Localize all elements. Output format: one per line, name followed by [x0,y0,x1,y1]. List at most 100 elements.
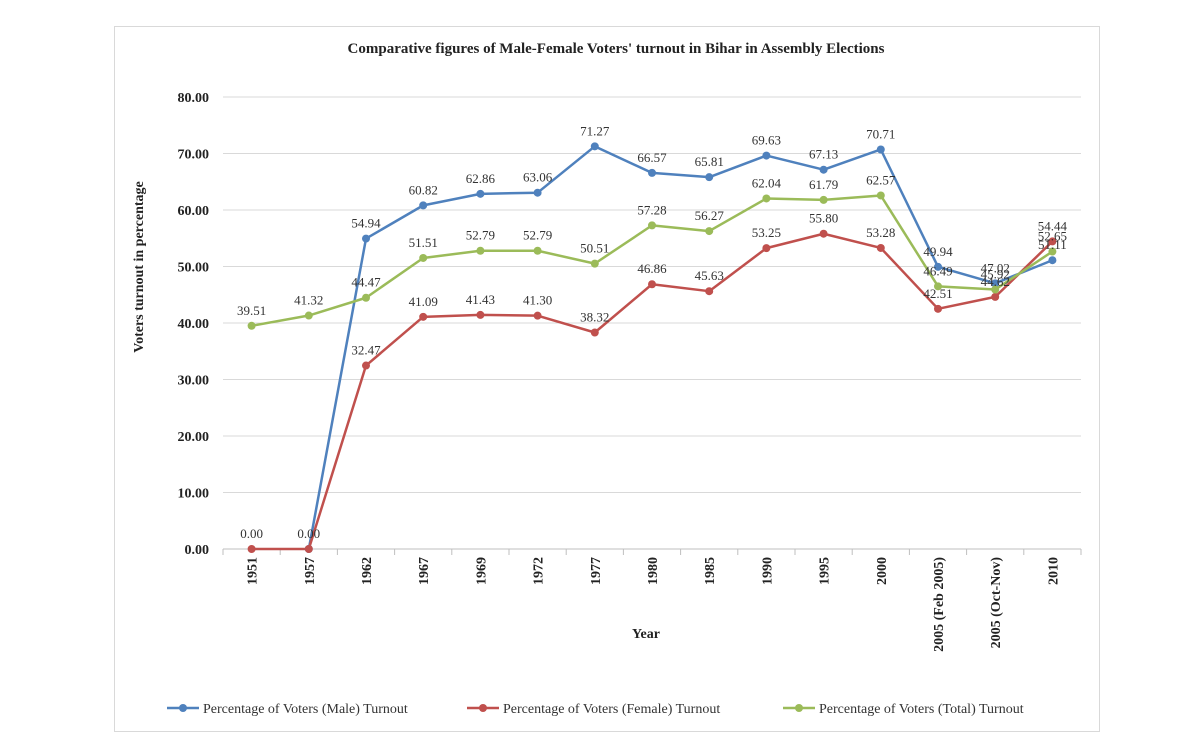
data-point [876,145,885,154]
data-point [419,312,428,321]
data-label: 53.25 [752,225,781,240]
y-tick-label: 40.00 [178,317,210,332]
data-label: 56.27 [695,208,725,223]
y-tick-label: 60.00 [178,204,210,219]
x-tick-label: 1995 [818,557,833,585]
data-point [934,304,942,313]
legend-swatch-marker [479,704,487,712]
x-tick-label: 1972 [532,557,547,585]
series-markers [247,142,1057,553]
data-point [476,246,485,255]
data-point [362,361,370,370]
data-label: 44.47 [351,275,381,290]
x-tick-label: 1980 [646,557,661,585]
data-label: 0.00 [240,526,263,541]
data-point [991,279,1000,288]
data-point [419,201,428,210]
data-point [533,246,542,255]
data-point [247,321,256,330]
data-label: 41.43 [466,292,495,307]
data-point [934,282,942,291]
y-tick-label: 0.00 [185,543,210,558]
y-tick-label: 10.00 [178,487,210,502]
x-tick-label: 1962 [360,557,375,585]
x-tick-label: 1951 [246,557,261,585]
data-label: 46.86 [637,261,667,276]
x-tick-label: 2005 (Feb 2005) [932,557,947,652]
data-label: 52.79 [466,228,495,243]
series-line-0 [307,145,1053,550]
legend-label: Percentage of Voters (Total) Turnout [819,702,1024,717]
data-label: 61.79 [809,177,838,192]
data-point [705,227,714,236]
legend-swatch-marker [795,704,803,712]
data-label: 62.04 [752,175,782,190]
y-tick-label: 20.00 [178,430,210,445]
data-label: 39.51 [237,303,266,318]
data-label: 41.30 [523,293,552,308]
legend-item: Percentage of Voters (Male) Turnout [167,702,408,717]
data-point [533,188,542,197]
data-label: 52.65 [1038,229,1067,244]
data-point [991,285,1000,294]
y-axis-label: Voters turnout in percentage [132,181,147,353]
data-label: 46.49 [923,263,952,278]
data-point [590,328,599,337]
data-label: 41.09 [409,294,438,309]
data-label: 44.62 [981,274,1010,289]
data-label: 32.47 [351,343,381,358]
x-tick-label: 2010 [1046,557,1061,585]
data-point [991,292,1000,301]
data-point [304,311,313,320]
data-label: 47.02 [981,260,1010,275]
data-point [476,310,485,319]
data-point [476,189,485,198]
data-label: 66.57 [637,150,667,165]
data-point [705,287,714,296]
data-point [1048,247,1057,256]
data-label: 57.28 [637,202,666,217]
data-label: 41.32 [294,293,323,308]
legend-swatch-marker [179,704,187,712]
y-tick-label: 30.00 [178,374,210,389]
data-label: 45.63 [695,268,724,283]
data-label: 55.80 [809,211,838,226]
data-labels: 54.94 60.82 62.86 63.06 71.27 66.57 65.81 69.63… [237,123,1068,541]
y-tick-label: 80.00 [178,91,210,106]
data-point [247,545,256,553]
data-point [648,168,656,177]
data-label: 62.86 [466,171,496,186]
data-label: 42.51 [923,286,952,301]
data-label: 38.32 [580,309,609,324]
data-point [648,221,656,230]
x-tick-label: 1985 [703,557,718,585]
data-label: 62.57 [866,172,896,187]
data-label: 65.81 [695,154,724,169]
data-label: 60.82 [409,182,438,197]
data-label: 45.92 [981,267,1010,282]
chart: Comparative figures of Male-Female Voter… [132,41,1082,717]
data-point [819,229,828,238]
data-point [876,191,885,200]
x-tick-label: 2000 [875,557,890,585]
data-point [762,244,771,253]
y-axis-ticks: 0.00 10.00 20.00 30.00 40.00 50.00 60.00 70.00 8… [178,91,210,558]
data-label: 50.51 [580,241,609,256]
data-point [590,259,599,268]
legend: Percentage of Voters (Male) Turnout Perce… [167,702,1024,717]
data-label: 49.94 [923,244,953,259]
data-point [648,280,656,289]
x-axis-ticks: 1951 1957 1962 1967 1969 1972 1977 1980 1985 1990… [222,549,1082,652]
data-point [819,195,828,204]
data-label: 71.27 [580,123,610,138]
legend-item: Percentage of Voters (Total) Turnout [783,702,1024,717]
gridlines [223,96,1081,550]
data-label: 51.11 [1038,237,1067,252]
data-point [419,253,428,262]
legend-label: Percentage of Voters (Male) Turnout [203,702,408,717]
legend-item: Percentage of Voters (Female) Turnout [467,702,720,717]
data-point [590,142,599,151]
data-label: 67.13 [809,147,838,162]
data-label: 51.51 [409,235,438,250]
data-point [533,311,542,320]
